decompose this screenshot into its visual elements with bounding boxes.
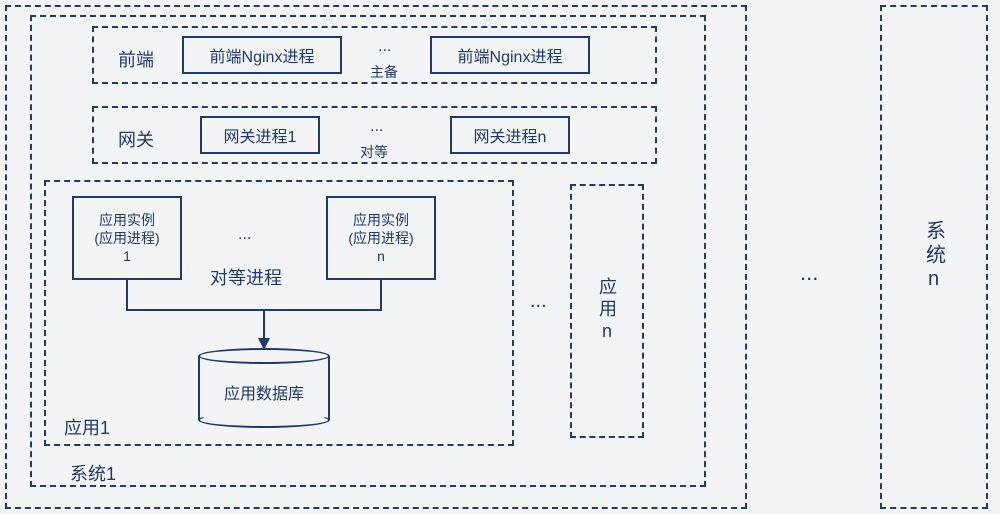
- app-database-label: 应用数据库: [198, 380, 330, 404]
- frontend-label: 前端: [118, 46, 154, 72]
- gateway-mid-note: 对等: [360, 142, 388, 162]
- gateway-process-box-1: 网关进程n: [450, 116, 570, 154]
- app-1-label: 应用1: [64, 414, 110, 440]
- systems-ellipsis: ...: [800, 260, 818, 286]
- app-n: 应用n: [570, 184, 644, 438]
- system-n: 系统n: [880, 5, 988, 509]
- frontend-mid-note: 主备: [370, 62, 398, 82]
- app-database: 应用数据库: [198, 356, 330, 420]
- app-instances-ellipsis: ...: [238, 226, 251, 244]
- app-instance-1: 应用实例(应用进程)n: [326, 196, 436, 280]
- gateway-label: 网关: [118, 126, 154, 152]
- apps-ellipsis: ...: [530, 290, 547, 313]
- system-1-label: 系统1: [70, 460, 116, 486]
- gateway-process-box-0: 网关进程1: [200, 116, 320, 154]
- system-n-label: 系统n: [920, 220, 949, 294]
- app-n-label: 应用n: [594, 277, 620, 345]
- frontend-ellipsis: ...: [378, 38, 391, 56]
- frontend-nginx-box-0: 前端Nginx进程: [182, 36, 342, 74]
- app-instance-0: 应用实例(应用进程)1: [72, 196, 182, 280]
- gateway-ellipsis: ...: [370, 118, 383, 136]
- frontend-nginx-box-1: 前端Nginx进程: [430, 36, 590, 74]
- app-mid-note: 对等进程: [210, 264, 282, 290]
